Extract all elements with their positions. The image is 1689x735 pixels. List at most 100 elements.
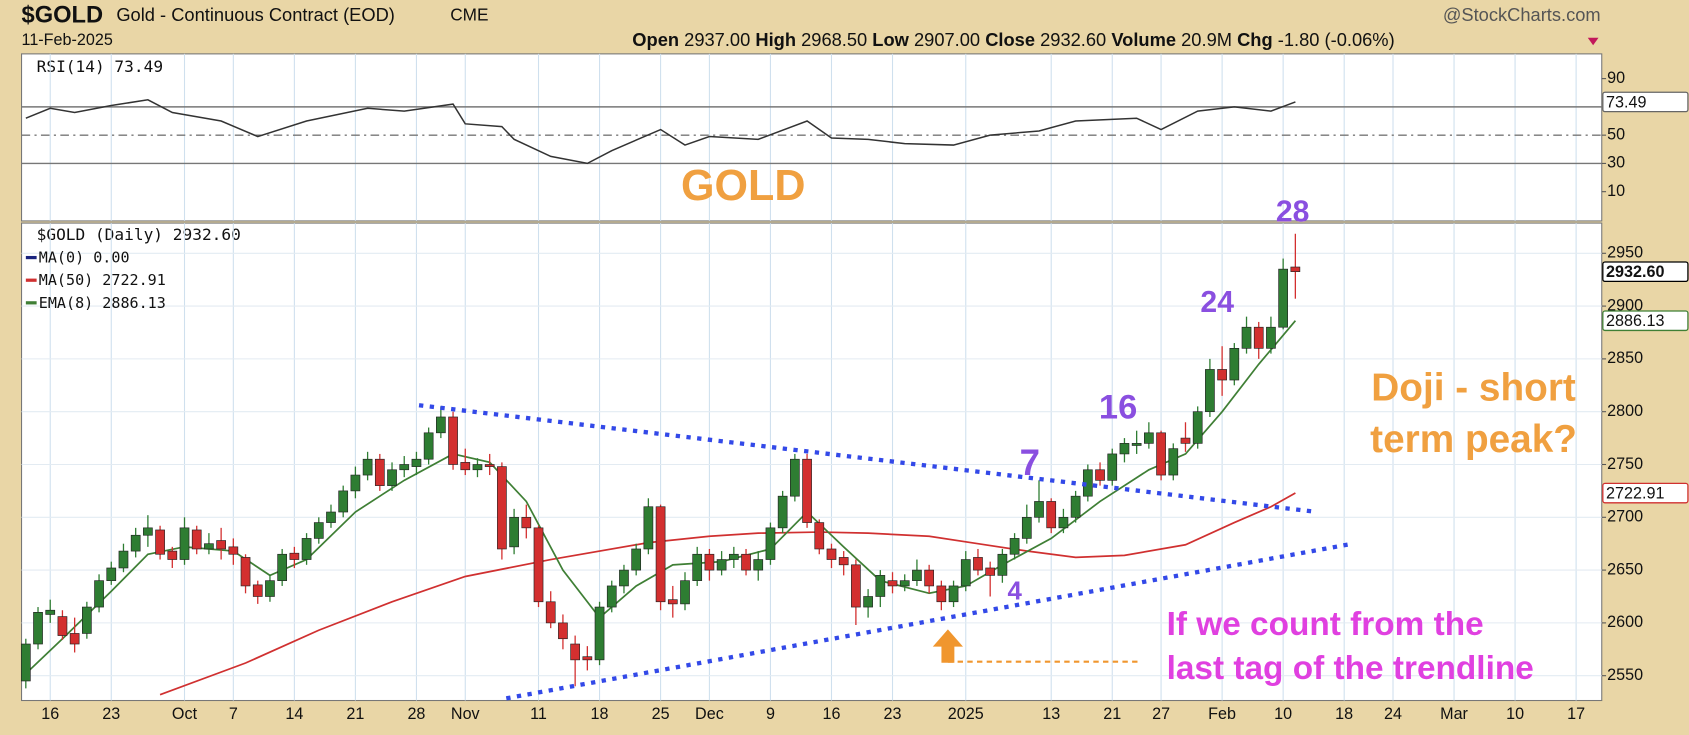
x-tick-label: 24 [1384,705,1402,723]
x-tick-label: 17 [1567,705,1585,723]
value-box-frame [1602,310,1689,332]
candle-body [399,464,410,471]
quote-label: Volume [1111,29,1176,50]
candle-body [252,584,263,597]
x-tick-label: 23 [102,705,120,723]
y-tick-label: 30 [1607,154,1625,172]
candle-body [374,458,385,486]
annotation: 24 [1200,286,1234,319]
x-tick-label: 28 [407,705,425,723]
candle-body [1046,501,1057,529]
y-tick-label: 50 [1607,125,1625,143]
quote-label: Low [872,29,909,50]
annotation: If we count from the [1167,606,1484,643]
value-label: 73.49 [1606,93,1646,111]
candle-body [1180,437,1191,444]
candle-body [1034,501,1044,518]
quote-value: 20.9M [1181,29,1232,50]
legend-entry: MA(50) 2722.91 [39,271,166,289]
candle-body [33,612,43,645]
value-box: 2886.13 [1602,310,1689,332]
candle-body [753,559,764,571]
candle-body [631,548,642,571]
x-tick-label: 18 [1335,705,1353,723]
y-tick-label: 10 [1607,182,1625,200]
legend-name: MA(0) [39,248,84,266]
candle-body [1144,432,1154,444]
candle-body [545,601,556,624]
x-tick-label: Dec [695,705,724,723]
x-tick-label: Feb [1208,705,1236,723]
candle-body [570,643,580,661]
x-tick-label: 16 [822,705,840,723]
candle-body [509,516,519,548]
candle-body [106,567,117,581]
price-legend: $GOLD (Daily) 2932.60 [37,224,241,243]
date: 11-Feb-2025 [22,31,113,49]
candle-body [301,538,312,560]
candle-body [1241,326,1252,349]
candle-body [802,458,812,523]
candle-body [69,633,80,645]
x-tick-label: 11 [530,705,547,723]
candle-body [863,596,873,608]
candle-body [728,553,739,560]
candle-body [936,585,947,603]
candle-body [1107,453,1118,481]
candle-body [777,495,788,529]
annotation: last tag of the trendline [1167,650,1534,687]
x-tick-label: 2025 [948,705,984,723]
arrow [932,629,963,663]
legend-value: 2886.13 [102,293,166,311]
legend-title: $GOLD (Daily) [37,224,163,243]
candle-body [82,606,92,634]
candle-body [423,432,434,460]
candle-body [265,580,275,597]
candle-body [216,540,226,550]
legend-value: 2932.60 [173,224,241,243]
y-tick-label: 2850 [1607,349,1643,367]
annotation: Doji - short [1371,366,1576,409]
value-box: 2932.60 [1602,261,1689,283]
candle-body [313,522,324,539]
quote-value: 2932.60 [1040,29,1106,50]
candle-body [94,580,104,608]
candle-body [1021,516,1032,539]
legend-value: 2722.91 [102,271,166,289]
candle-body [765,527,776,560]
candle-body [594,606,605,661]
candle-body [497,466,507,550]
candle-body [704,553,715,571]
annotation: GOLD [681,162,805,210]
candle-body [277,553,288,581]
lower-trendline [505,542,1351,701]
candle-body [558,622,568,640]
x-tick-label: 13 [1042,705,1060,723]
value-label: 2722.91 [1606,484,1664,502]
candle-body [741,553,751,571]
candle-body [460,462,471,471]
x-tick-label: 16 [41,705,59,723]
annotation: 7 [1020,442,1040,483]
candle-body [790,458,800,497]
quote-value: 2937.00 [684,29,750,50]
x-tick-label: Oct [172,705,198,723]
candle-body [57,616,68,636]
candle-body [1131,443,1142,446]
rsi-line [25,99,1296,165]
x-tick-label: 10 [1274,705,1292,723]
annotation: 4 [1008,578,1023,606]
candle-body [167,550,178,560]
annotations: GOLD 28 24 16 7 4 Doji - short term peak… [418,162,1577,701]
legend-name: EMA(8) [39,293,93,311]
legend-value: 0.00 [93,248,129,266]
candle-body [1217,369,1227,381]
candle-body [973,557,983,571]
candle-body [191,529,202,550]
candle-body [875,575,886,597]
candle-body [484,464,495,467]
y-tick-label: 90 [1607,69,1625,87]
quote-label: High [755,29,796,50]
candle-body [1009,538,1020,555]
